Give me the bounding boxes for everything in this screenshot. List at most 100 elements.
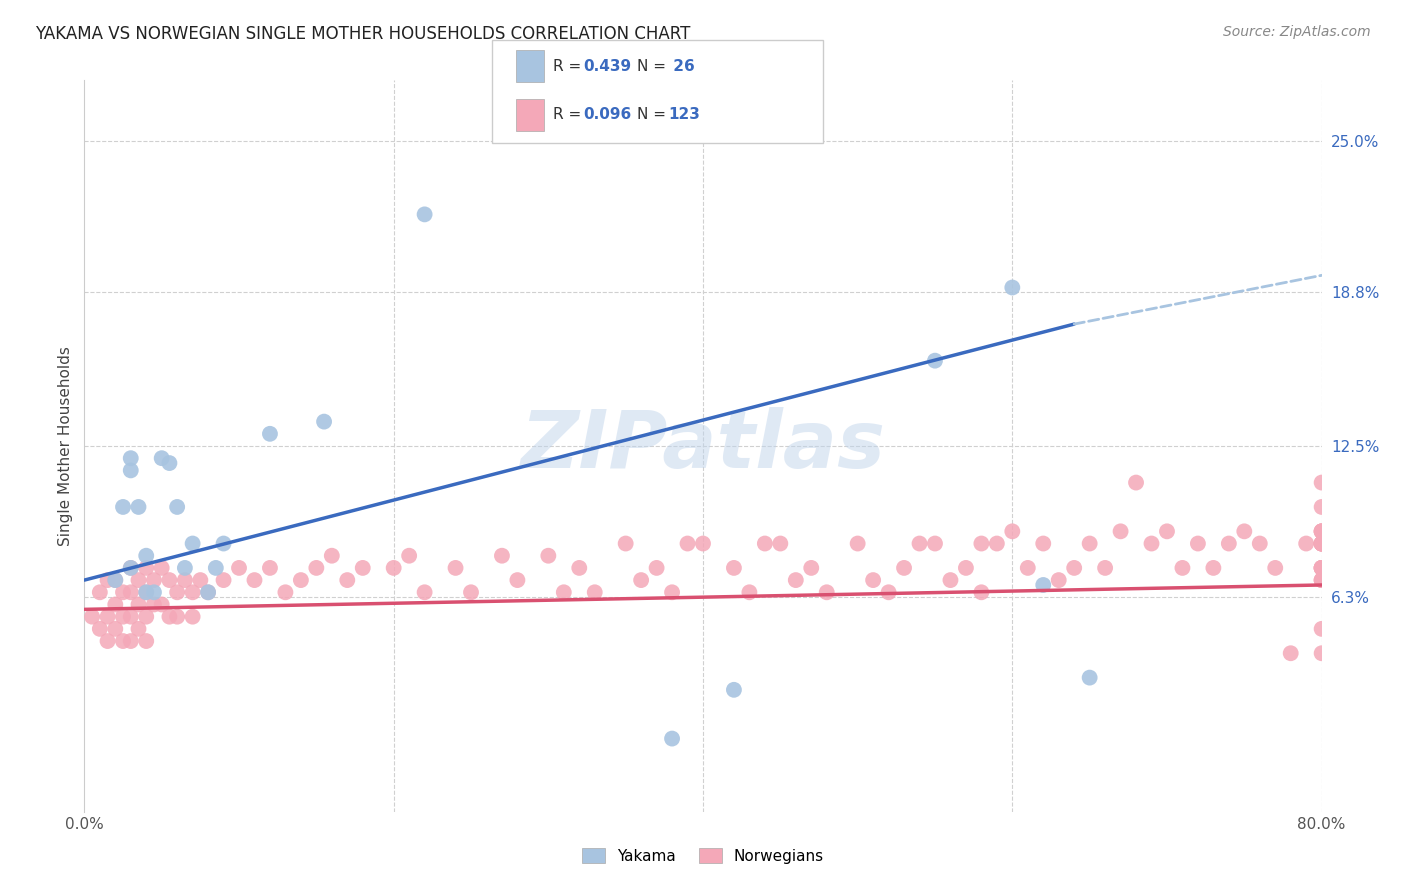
Point (1017, 561, 1039, 575)
Point (1310, 536, 1333, 550)
Text: R =: R = (553, 59, 586, 73)
Point (1310, 536, 1333, 550)
Point (862, 573, 884, 587)
Point (135, 634, 157, 648)
Point (815, 585, 838, 599)
Point (1310, 573, 1333, 587)
Point (96, 573, 118, 587)
Point (1171, 561, 1194, 575)
Point (553, 585, 575, 599)
Point (924, 353, 946, 368)
Point (120, 609, 142, 624)
Text: ZIPatlas: ZIPatlas (520, 407, 886, 485)
Point (568, 561, 591, 575)
Point (506, 573, 529, 587)
Point (120, 561, 142, 575)
Point (112, 634, 135, 648)
Point (197, 585, 219, 599)
Point (970, 585, 993, 599)
Point (1310, 646, 1333, 660)
Point (120, 561, 142, 575)
Point (228, 561, 250, 575)
Point (104, 598, 127, 612)
Point (754, 536, 776, 550)
Point (135, 585, 157, 599)
Point (1310, 536, 1333, 550)
Point (1187, 536, 1209, 550)
Point (1233, 524, 1256, 539)
Point (352, 561, 374, 575)
Point (583, 585, 606, 599)
Text: 0.439: 0.439 (583, 59, 631, 73)
Point (1249, 536, 1271, 550)
Point (955, 561, 977, 575)
Point (630, 573, 652, 587)
Text: N =: N = (637, 59, 671, 73)
Point (104, 573, 127, 587)
Point (970, 536, 993, 550)
Point (1063, 561, 1085, 575)
Point (939, 573, 962, 587)
Point (135, 561, 157, 575)
Point (1032, 578, 1054, 592)
Text: Source: ZipAtlas.com: Source: ZipAtlas.com (1223, 25, 1371, 39)
Point (1001, 524, 1024, 539)
Point (321, 549, 343, 563)
Point (89, 622, 111, 636)
Point (1218, 536, 1240, 550)
Point (1310, 524, 1333, 539)
Point (243, 573, 266, 587)
Point (1310, 561, 1333, 575)
Point (398, 549, 420, 563)
Point (82, 609, 104, 624)
Point (769, 536, 792, 550)
Point (986, 536, 1008, 550)
Text: YAKAMA VS NORWEGIAN SINGLE MOTHER HOUSEHOLDS CORRELATION CHART: YAKAMA VS NORWEGIAN SINGLE MOTHER HOUSEH… (35, 25, 690, 43)
Point (127, 573, 149, 587)
Point (274, 585, 297, 599)
Text: N =: N = (637, 107, 671, 122)
Point (491, 549, 513, 563)
Point (413, 207, 436, 221)
Point (166, 585, 188, 599)
Point (877, 585, 900, 599)
Point (212, 536, 235, 550)
Point (645, 561, 668, 575)
Point (127, 500, 149, 514)
Point (127, 598, 149, 612)
Point (846, 536, 869, 550)
Point (120, 634, 142, 648)
Point (1310, 500, 1333, 514)
Point (150, 598, 173, 612)
Point (174, 561, 197, 575)
Point (1047, 573, 1070, 587)
Point (1310, 573, 1333, 587)
Point (112, 609, 135, 624)
Point (413, 585, 436, 599)
Y-axis label: Single Mother Households: Single Mother Households (58, 346, 73, 546)
Point (143, 598, 166, 612)
Point (312, 415, 335, 429)
Point (150, 451, 173, 466)
Point (205, 561, 228, 575)
Point (1202, 561, 1225, 575)
Point (444, 561, 467, 575)
Point (197, 585, 219, 599)
Point (96, 634, 118, 648)
Point (1310, 536, 1333, 550)
Point (135, 609, 157, 624)
Point (1310, 561, 1333, 575)
Point (159, 573, 180, 587)
Point (290, 573, 312, 587)
Point (1094, 561, 1116, 575)
Point (1264, 561, 1286, 575)
Point (143, 585, 166, 599)
Point (723, 561, 745, 575)
Point (1310, 536, 1333, 550)
Point (104, 573, 127, 587)
Point (159, 456, 180, 470)
Point (1310, 475, 1333, 490)
Point (135, 585, 157, 599)
Point (1109, 524, 1132, 539)
Point (723, 682, 745, 697)
